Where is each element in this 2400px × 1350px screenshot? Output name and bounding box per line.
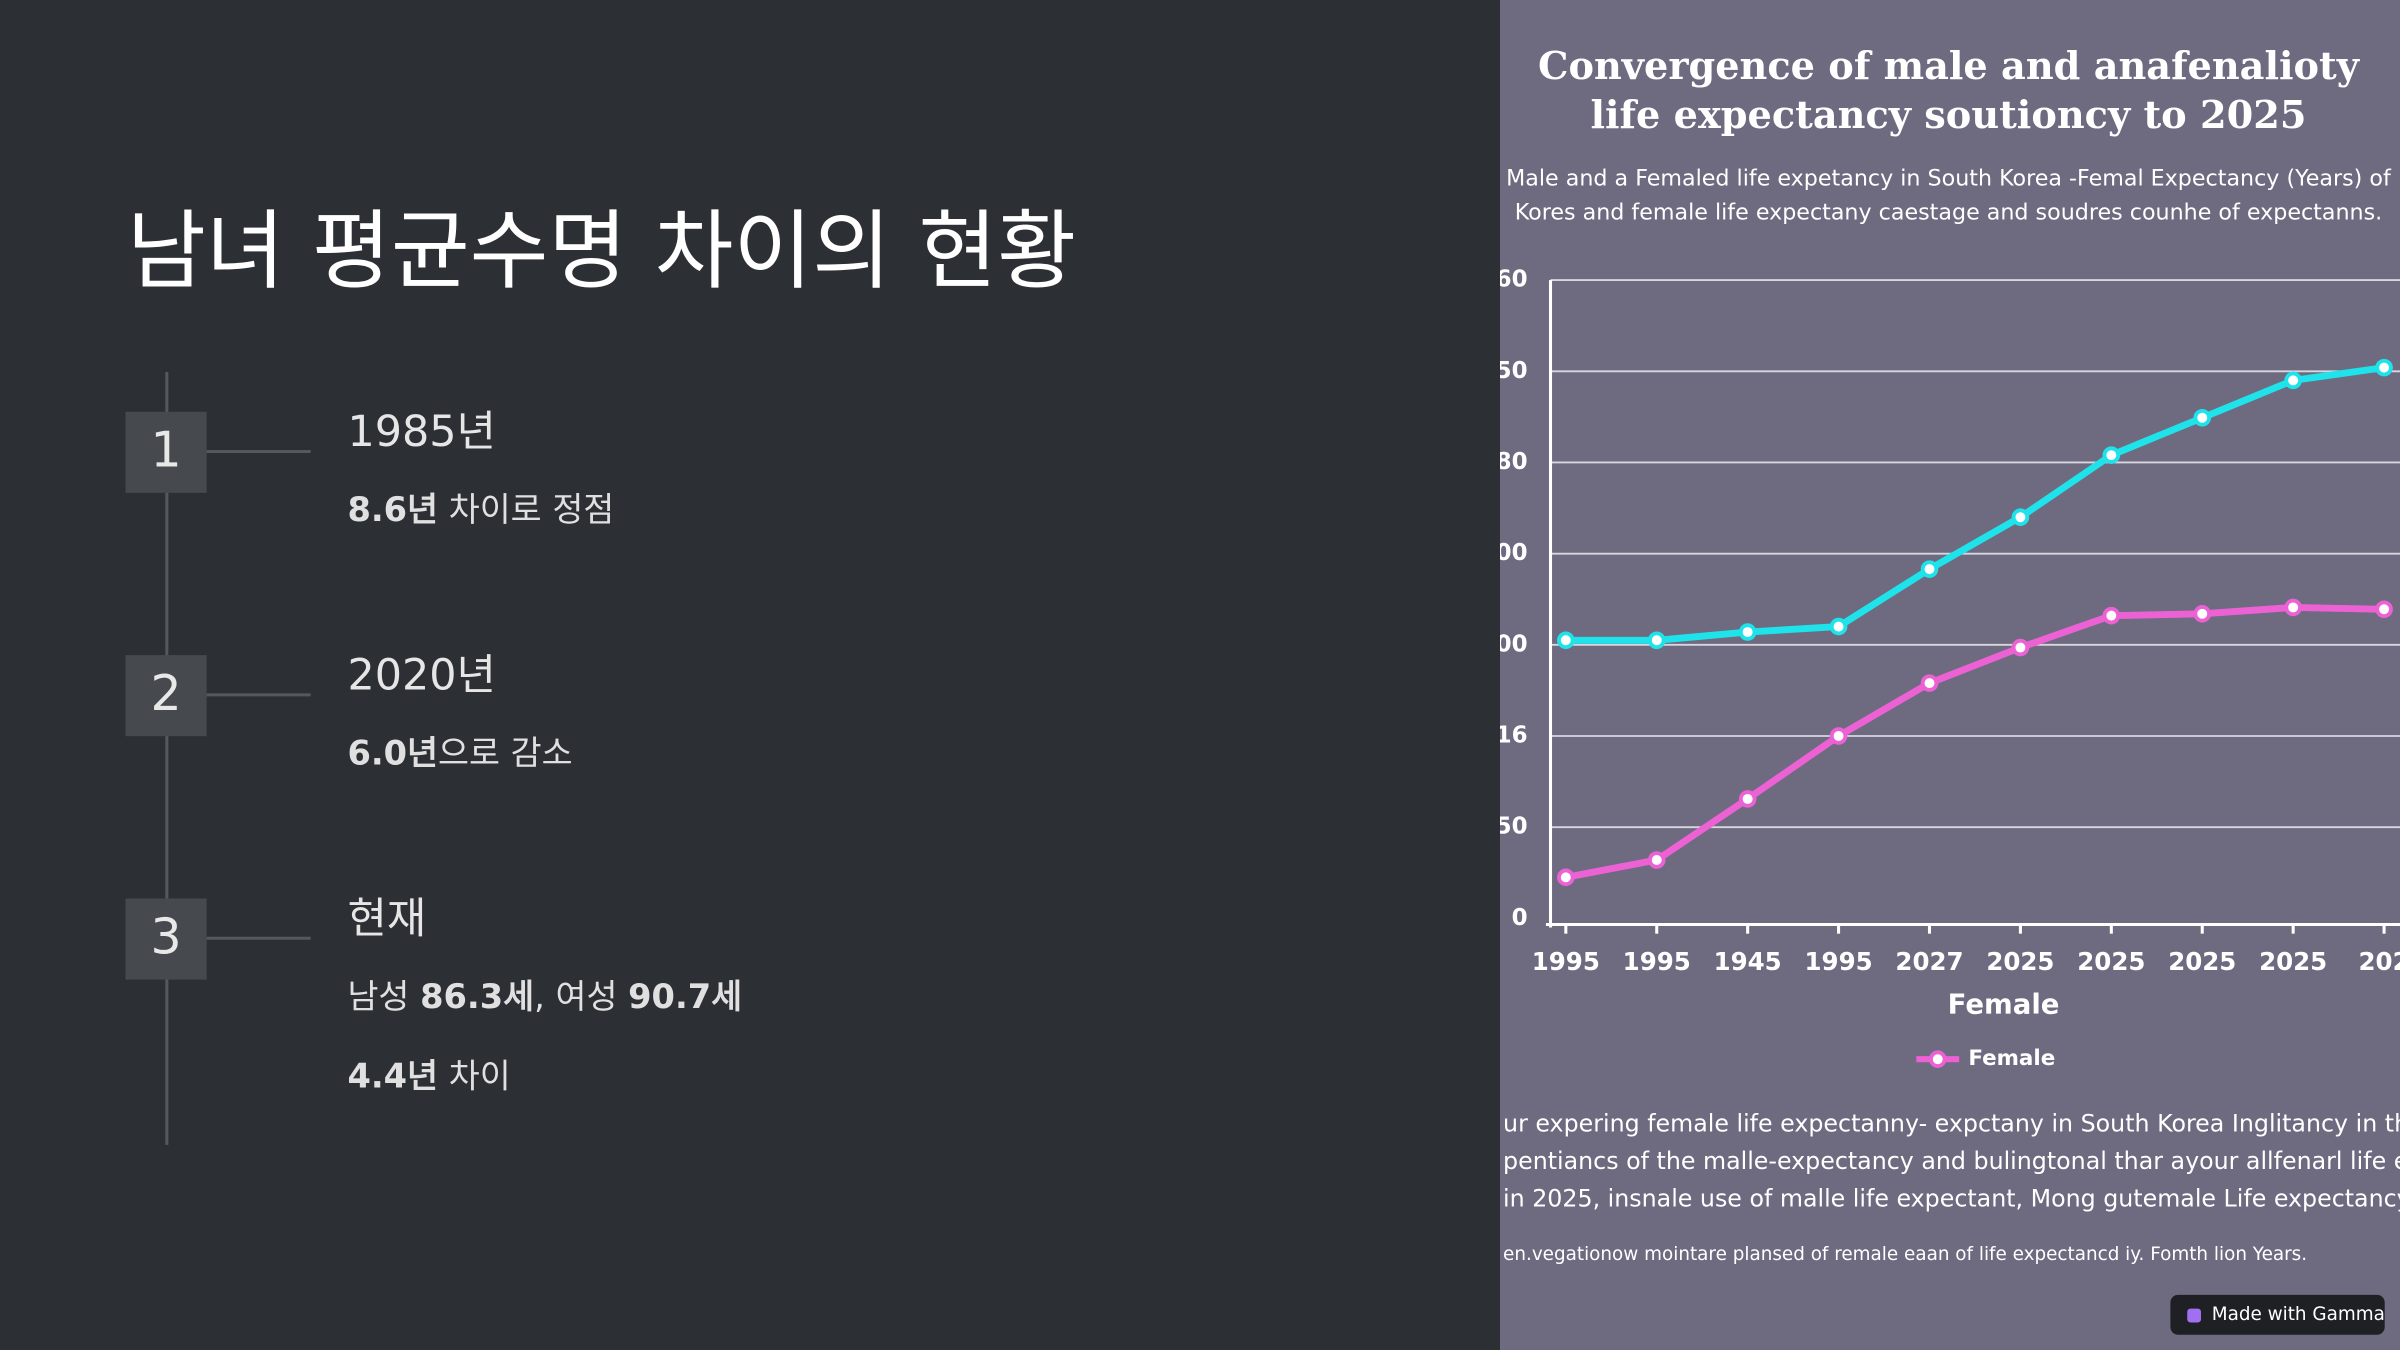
detail-segment: 86.3세 bbox=[420, 976, 534, 1015]
x-tick-label: 2025 bbox=[2077, 947, 2145, 976]
data-point bbox=[1647, 631, 1666, 650]
y-tick-label: 80 bbox=[1496, 449, 1528, 475]
data-point bbox=[2102, 606, 2121, 625]
x-tick-label: 1995 bbox=[1532, 947, 1600, 976]
data-point bbox=[2375, 600, 2393, 619]
chart-title: life expectancy soutioncy to 2025 bbox=[1591, 93, 2307, 138]
step-box bbox=[125, 411, 207, 493]
data-point bbox=[1738, 623, 1757, 641]
detail-segment: 차이로 정점 bbox=[438, 490, 614, 529]
data-point bbox=[1557, 631, 1575, 650]
step-box bbox=[125, 655, 207, 737]
data-point bbox=[2284, 598, 2302, 617]
detail-segment: 남성 bbox=[347, 976, 420, 1015]
step-heading: 현재 bbox=[347, 894, 426, 944]
data-point bbox=[1647, 851, 1666, 869]
detail-segment: 90.7세 bbox=[628, 976, 742, 1015]
slide-title: 남녀 평균수명 차이의 현황 bbox=[127, 202, 1076, 302]
detail-segment: , 여성 bbox=[534, 976, 628, 1015]
step-heading: 1985년 bbox=[347, 407, 495, 457]
data-point bbox=[1829, 617, 1848, 636]
step-number: 1 bbox=[150, 422, 181, 479]
y-tick-label: 0 bbox=[1512, 905, 1528, 931]
x-tick-label: 1995 bbox=[1623, 947, 1691, 976]
detail-segment: 8.6년 bbox=[347, 490, 438, 529]
detail-segment: 6.0년 bbox=[347, 733, 438, 772]
left-panel bbox=[0, 0, 1500, 1350]
x-axis-label: Female bbox=[1948, 989, 2060, 1021]
chart-note: in 2025, insnale use of malle life expec… bbox=[1503, 1185, 2400, 1213]
data-point bbox=[1557, 868, 1575, 887]
data-point bbox=[2011, 638, 2030, 657]
series-line bbox=[1565, 603, 2385, 881]
x-tick-label: 2025 bbox=[1986, 947, 2054, 976]
chart-note: pentiancs of the malle-expectancy and bu… bbox=[1503, 1147, 2400, 1175]
y-tick-label: 50 bbox=[1496, 358, 1528, 384]
detail-segment: 차이 bbox=[438, 1056, 511, 1095]
chart-subtitle: Kores and female life expectany caestage… bbox=[1515, 199, 2382, 225]
badge-icon bbox=[2187, 1308, 2202, 1323]
legend-marker bbox=[1928, 1050, 1947, 1068]
data-point bbox=[2375, 358, 2393, 377]
data-point bbox=[1920, 674, 1939, 692]
data-point bbox=[2011, 508, 2030, 526]
x-tick-label: 1995 bbox=[1805, 947, 1873, 976]
badge bbox=[2170, 1294, 2385, 1335]
detail-segment: 으로 감소 bbox=[438, 733, 573, 772]
data-point bbox=[2193, 408, 2212, 427]
chart-note: en.vegationow mointare plansed of remale… bbox=[1503, 1244, 2307, 1265]
y-tick-label: 00 bbox=[1496, 540, 1528, 566]
x-tick-label: 202 bbox=[2359, 947, 2400, 976]
chart-title: Convergence of male and anafenalioty bbox=[1538, 44, 2361, 89]
x-tick-label: 1945 bbox=[1714, 947, 1782, 976]
x-tick-label: 2025 bbox=[2259, 947, 2327, 976]
step-number: 3 bbox=[150, 908, 181, 965]
data-point bbox=[2284, 371, 2302, 390]
data-point bbox=[2102, 446, 2121, 464]
y-tick-label: 60 bbox=[1496, 267, 1528, 293]
chart-subtitle: Male and a Femaled life expetancy in Sou… bbox=[1506, 166, 2392, 192]
data-point bbox=[2193, 605, 2212, 623]
chart-note: ur expering female life expectanny- expc… bbox=[1503, 1110, 2400, 1138]
x-tick-label: 2027 bbox=[1895, 947, 1963, 976]
data-point bbox=[1920, 560, 1939, 578]
step-box bbox=[125, 898, 207, 980]
x-tick-label: 2025 bbox=[2168, 947, 2236, 976]
detail-segment: 4.4년 bbox=[347, 1056, 438, 1095]
y-tick-label: 16 bbox=[1496, 723, 1528, 749]
step-detail: 6.0년으로 감소 bbox=[347, 733, 572, 772]
badge-label[interactable]: Made with Gamma bbox=[2212, 1304, 2385, 1325]
step-detail: 4.4년 차이 bbox=[347, 1056, 510, 1095]
step-heading: 2020년 bbox=[347, 651, 495, 701]
data-point bbox=[1829, 727, 1848, 745]
step-detail: 8.6년 차이로 정점 bbox=[347, 490, 614, 529]
y-tick-label: 00 bbox=[1496, 631, 1528, 657]
y-tick-label: 50 bbox=[1496, 814, 1528, 840]
step-number: 2 bbox=[150, 665, 181, 722]
step-detail: 남성 86.3세, 여성 90.7세 bbox=[347, 976, 742, 1015]
legend-label: Female bbox=[1968, 1046, 2055, 1071]
series-line bbox=[1565, 364, 2385, 644]
data-point bbox=[1738, 790, 1757, 808]
